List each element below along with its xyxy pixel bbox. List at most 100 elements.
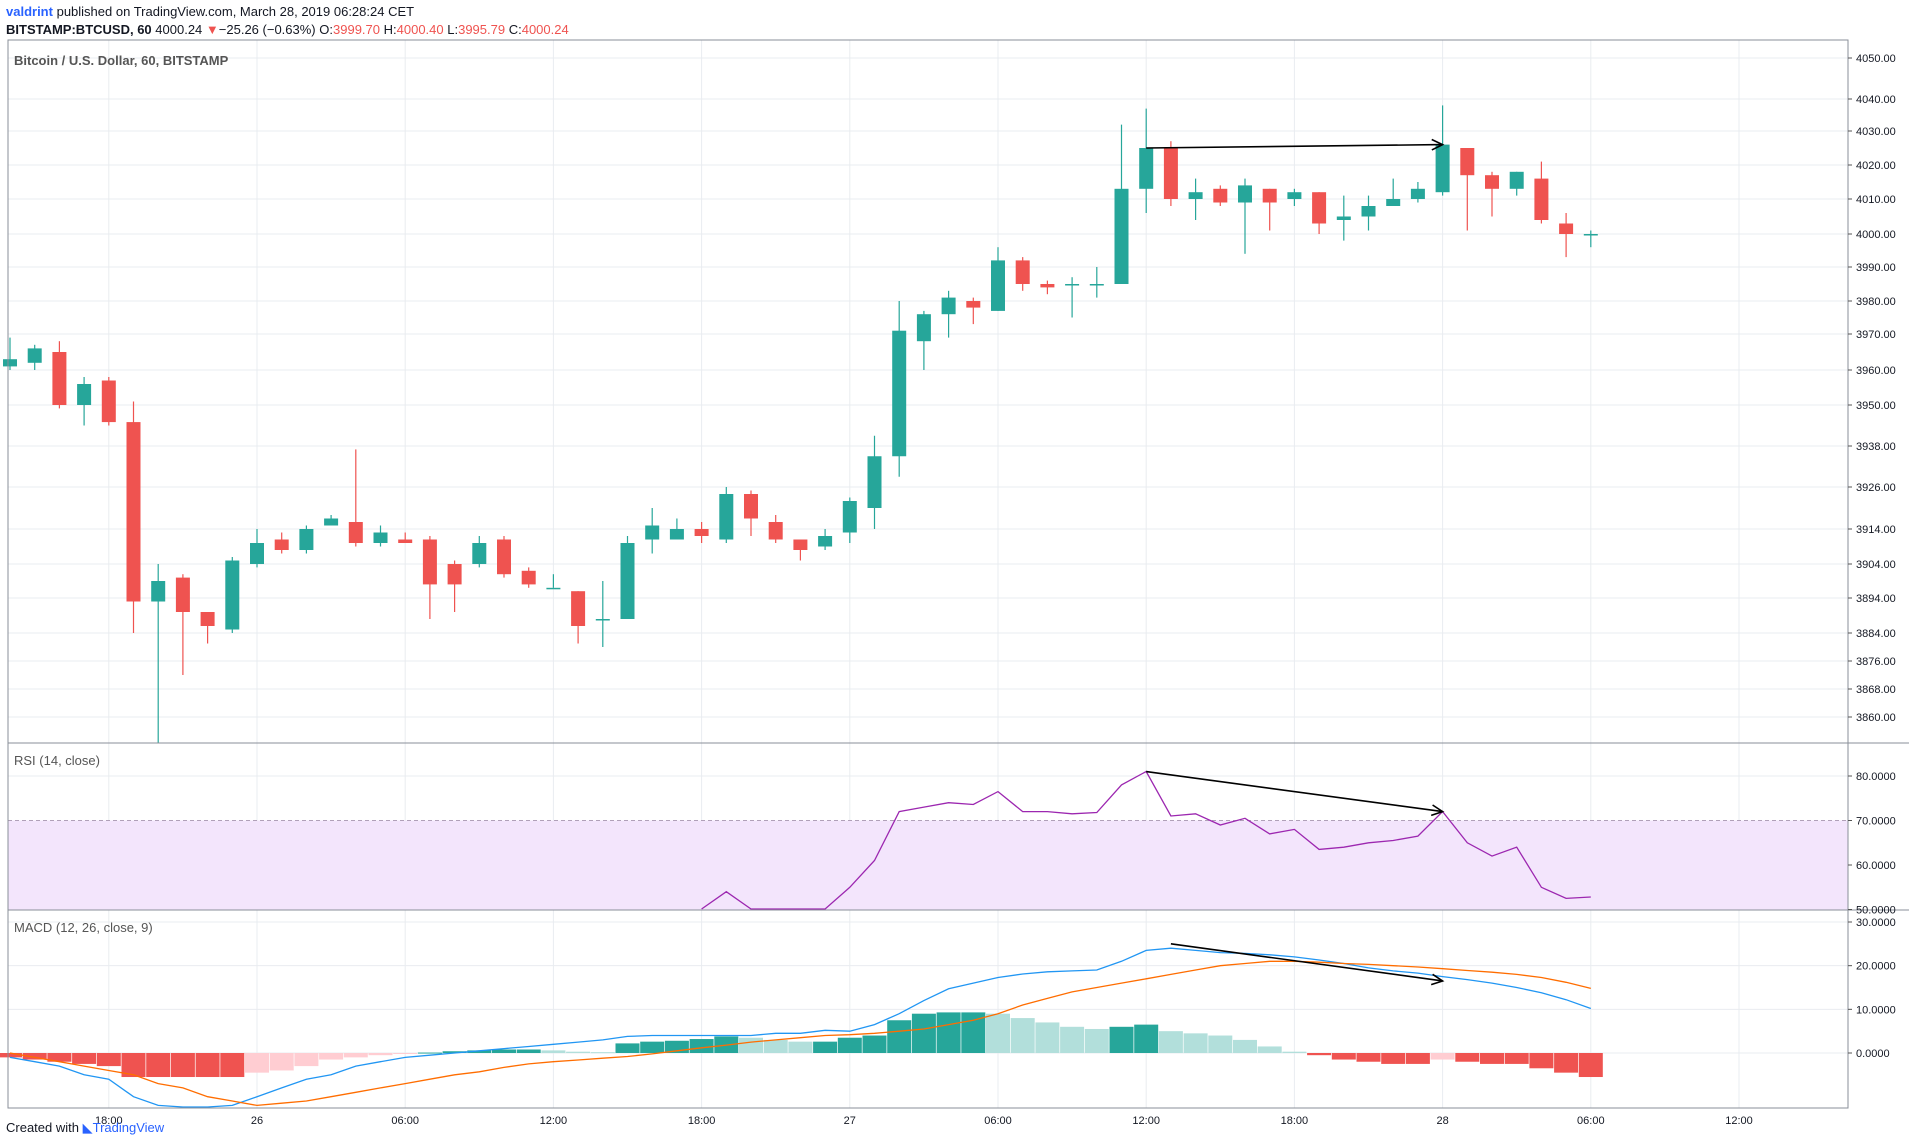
candle-body xyxy=(818,536,833,547)
symbol-name: BITSTAMP:BTCUSD, 60 xyxy=(6,22,152,37)
tradingview-brand[interactable]: TradingView xyxy=(92,1120,165,1135)
candle xyxy=(744,490,758,536)
candle-body xyxy=(1163,148,1178,199)
candle-body xyxy=(1238,185,1252,203)
macd-histogram-bar xyxy=(837,1037,862,1053)
candle xyxy=(3,337,17,370)
candle xyxy=(793,539,808,561)
macd-histogram-bar xyxy=(343,1053,368,1058)
price-tick-label: 3868.00 xyxy=(1856,684,1896,696)
macd-histogram-bar xyxy=(813,1041,838,1053)
price-tick-label: 3876.00 xyxy=(1856,656,1896,668)
candle-body xyxy=(546,587,561,590)
macd-histogram-bar xyxy=(640,1041,665,1053)
candle-body xyxy=(175,577,190,612)
rsi-band-fill xyxy=(8,820,1848,910)
price-tick-label: 3980.00 xyxy=(1856,296,1896,308)
candle xyxy=(1509,171,1524,196)
price-tick-label: 4000.00 xyxy=(1856,229,1896,241)
price-tick-label: 3884.00 xyxy=(1856,628,1896,640)
price-tick-label: 4040.00 xyxy=(1856,94,1896,106)
candle-body xyxy=(1559,223,1574,234)
author-link[interactable]: valdrint xyxy=(6,4,53,19)
macd-histogram-bar xyxy=(319,1053,344,1060)
candle-body xyxy=(620,543,635,619)
candle-body xyxy=(1188,192,1203,199)
candle xyxy=(274,532,289,554)
publish-info: valdrint published on TradingView.com, M… xyxy=(6,4,414,20)
price-axis[interactable]: 4050.00 4040.00 4030.00 4020.00 4010.00 4000.… xyxy=(1848,53,1896,1060)
candle xyxy=(101,377,116,426)
candle xyxy=(27,344,42,370)
candle-body xyxy=(867,456,882,508)
macd-histogram-bar xyxy=(1035,1022,1060,1053)
price-tick-label: 3926.00 xyxy=(1856,482,1896,494)
candle-body xyxy=(1534,178,1549,220)
candle-body xyxy=(126,422,141,602)
time-axis[interactable]: 18:00 26 06:00 12:00 18:00 27 06:00 12:00 18:00 2… xyxy=(95,1115,1753,1127)
candle-body xyxy=(77,384,92,405)
candle xyxy=(472,536,487,568)
macd-histogram-bar xyxy=(467,1050,492,1053)
candle-body xyxy=(1583,234,1598,236)
candle-body xyxy=(595,619,610,621)
candle xyxy=(1435,105,1450,196)
price-tick-label: 3860.00 xyxy=(1856,712,1896,724)
macd-trend-arrow xyxy=(1170,943,1445,986)
candle-body xyxy=(422,539,437,585)
macd-histogram-bar xyxy=(1109,1026,1134,1053)
macd-histogram-bar xyxy=(269,1053,294,1071)
candle-body xyxy=(250,543,264,564)
price-tick-label: 3960.00 xyxy=(1856,365,1896,377)
down-arrow-icon: ▼ xyxy=(205,22,219,37)
macd-histogram-bar xyxy=(590,1052,615,1054)
macd-histogram-bar xyxy=(862,1035,887,1053)
low-label: L: xyxy=(447,22,459,37)
macd-histogram-bar xyxy=(689,1039,714,1053)
candle xyxy=(867,435,882,529)
candle xyxy=(892,301,907,477)
grid xyxy=(8,40,1848,1108)
close-value: 4000.24 xyxy=(521,22,569,37)
macd-histogram-bar xyxy=(1405,1053,1430,1064)
price-trend-arrow xyxy=(1146,138,1445,151)
macd-histogram-bar xyxy=(1134,1024,1159,1053)
macd-histogram-bar xyxy=(1158,1031,1183,1053)
macd-histogram-bar xyxy=(961,1012,986,1053)
macd-histogram-bar xyxy=(146,1053,171,1078)
candle xyxy=(1139,108,1154,213)
candle-body xyxy=(1485,175,1499,189)
time-tick-label: 18:00 xyxy=(1281,1115,1309,1127)
candle xyxy=(77,377,92,426)
trend-arrows xyxy=(1146,138,1445,986)
candle xyxy=(348,449,363,547)
candle-body xyxy=(768,522,783,540)
macd-histogram-bar xyxy=(47,1053,72,1062)
price-tick-label: 4010.00 xyxy=(1856,194,1896,206)
candle xyxy=(645,508,660,554)
time-tick-label: 26 xyxy=(251,1115,263,1127)
candle-body xyxy=(842,501,857,533)
candle xyxy=(1312,192,1327,234)
candle xyxy=(1213,185,1228,206)
macd-tick-label: 30.0000 xyxy=(1856,917,1896,929)
time-tick-label: 06:00 xyxy=(391,1115,419,1127)
candle xyxy=(1336,195,1351,241)
candle xyxy=(546,574,561,590)
candle xyxy=(620,536,635,619)
candle-body xyxy=(571,591,586,626)
macd-histogram-bar xyxy=(1356,1053,1381,1062)
macd-tick-label: 0.0000 xyxy=(1856,1048,1890,1060)
price-tick-label: 4020.00 xyxy=(1856,160,1896,172)
macd-histogram-bar xyxy=(1331,1053,1356,1060)
candle xyxy=(941,290,956,338)
candle xyxy=(571,591,586,644)
rsi-pane-title: RSI (14, close) xyxy=(14,753,100,768)
symbol-legend: BITSTAMP:BTCUSD, 60 4000.24 ▼−25.26 (−0.… xyxy=(6,22,569,38)
candle-body xyxy=(1139,148,1154,189)
candle xyxy=(694,522,709,543)
candle xyxy=(299,525,314,554)
macd-histogram-bar xyxy=(96,1053,121,1067)
candle-body xyxy=(447,564,462,585)
